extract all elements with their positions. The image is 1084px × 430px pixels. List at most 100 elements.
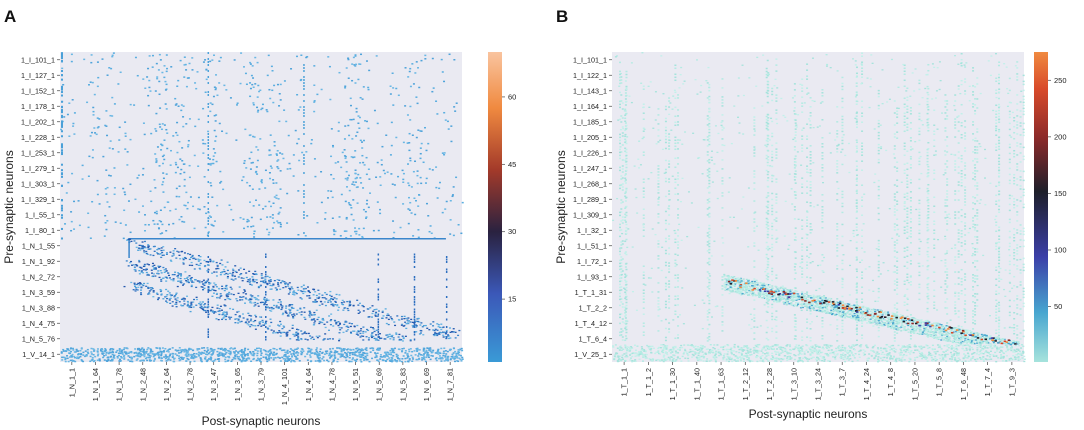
heatmap-cell: [960, 214, 963, 217]
heatmap-cell: [364, 217, 367, 219]
panel-b-label: B: [556, 7, 568, 26]
heatmap-cell: [708, 215, 711, 218]
heatmap-cell: [93, 93, 96, 96]
heatmap-cell: [419, 324, 422, 326]
heatmap-cell: [289, 310, 292, 312]
heatmap-cell: [363, 357, 366, 360]
heatmap-cell: [926, 112, 929, 115]
heatmap-cell: [447, 337, 450, 340]
heatmap-cell: [158, 266, 161, 268]
heatmap-cell: [370, 336, 373, 339]
heatmap-cell: [288, 282, 291, 284]
heatmap-cell: [280, 349, 283, 352]
heatmap-cell: [313, 301, 316, 303]
heatmap-cell: [249, 298, 252, 300]
heatmap-cell: [443, 331, 446, 333]
heatmap-cell: [445, 296, 448, 298]
heatmap-cell: [362, 339, 365, 341]
heatmap-cell: [192, 306, 195, 308]
heatmap-cell: [365, 203, 368, 205]
heatmap-cell: [61, 169, 63, 172]
heatmap-cell: [236, 300, 239, 302]
heatmap-cell: [841, 295, 844, 298]
heatmap-cell: [245, 167, 248, 169]
heatmap-cell: [927, 192, 930, 195]
heatmap-cell: [708, 239, 711, 242]
heatmap-cell: [664, 168, 667, 171]
heatmap-cell: [458, 357, 461, 360]
heatmap-cell: [164, 80, 167, 83]
heatmap-cell: [753, 320, 756, 322]
heatmap-cell: [386, 313, 389, 315]
heatmap-cell: [836, 340, 839, 342]
heatmap-cell: [621, 336, 624, 338]
heatmap-cell: [836, 106, 839, 108]
heatmap-cell: [957, 85, 960, 87]
heatmap-cell: [352, 181, 355, 183]
heatmap-cell: [275, 197, 278, 199]
heatmap-cell: [903, 205, 906, 208]
heatmap-cell: [62, 83, 65, 86]
heatmap-cell: [411, 356, 414, 359]
heatmap-cell: [918, 202, 921, 205]
heatmap-cell: [252, 86, 255, 88]
heatmap-cell: [144, 269, 147, 271]
heatmap-cell: [336, 360, 339, 363]
heatmap-cell: [274, 287, 277, 289]
heatmap-cell: [248, 157, 251, 160]
heatmap-cell: [452, 352, 455, 354]
heatmap-cell: [258, 358, 261, 360]
heatmap-cell: [841, 142, 844, 145]
heatmap-cell: [972, 178, 975, 180]
heatmap-cell: [386, 355, 389, 358]
heatmap-cell: [374, 314, 377, 316]
heatmap-cell: [918, 220, 921, 223]
heatmap-cell: [379, 208, 382, 211]
heatmap-cell: [454, 355, 457, 358]
heatmap-cell: [187, 280, 190, 283]
heatmap-cell: [708, 83, 711, 86]
heatmap-cell: [218, 82, 221, 84]
heatmap-cell: [256, 352, 259, 355]
heatmap-cell: [381, 317, 384, 319]
heatmap-cell: [275, 194, 278, 197]
heatmap-cell: [957, 130, 960, 132]
heatmap-cell: [150, 349, 153, 351]
heatmap-cell: [964, 78, 967, 80]
heatmap-cell: [449, 331, 452, 334]
heatmap-cell: [318, 335, 321, 337]
heatmap-cell: [93, 349, 96, 351]
heatmap-cell: [184, 348, 187, 351]
heatmap-cell: [625, 229, 628, 232]
heatmap-cell: [282, 312, 285, 314]
heatmap-cell: [179, 356, 182, 359]
heatmap-cell: [147, 245, 150, 247]
heatmap-cell: [213, 114, 216, 117]
heatmap-cell: [315, 309, 318, 311]
heatmap-cell: [165, 276, 168, 278]
heatmap-cell: [624, 150, 627, 153]
heatmap-cell: [926, 301, 929, 304]
heatmap-cell: [211, 103, 214, 106]
heatmap-cell: [183, 283, 186, 285]
heatmap-cell: [964, 138, 967, 140]
heatmap-cell: [927, 183, 930, 186]
heatmap-cell: [61, 120, 63, 123]
y-tick-label: 1_N_2_72: [22, 272, 55, 281]
heatmap-cell: [182, 349, 185, 351]
heatmap-cell: [269, 279, 272, 281]
heatmap-cell: [389, 335, 392, 337]
heatmap-cell: [246, 220, 249, 223]
heatmap-cell: [972, 70, 975, 72]
heatmap-cell: [281, 307, 284, 309]
heatmap-cell: [419, 332, 422, 334]
heatmap-cell: [143, 251, 146, 254]
heatmap-cell: [180, 104, 183, 106]
heatmap-cell: [927, 171, 930, 174]
heatmap-cell: [258, 323, 261, 325]
heatmap-cell: [331, 196, 334, 199]
heatmap-cell: [621, 186, 624, 188]
heatmap-cell: [624, 141, 627, 144]
heatmap-cell: [224, 356, 227, 359]
